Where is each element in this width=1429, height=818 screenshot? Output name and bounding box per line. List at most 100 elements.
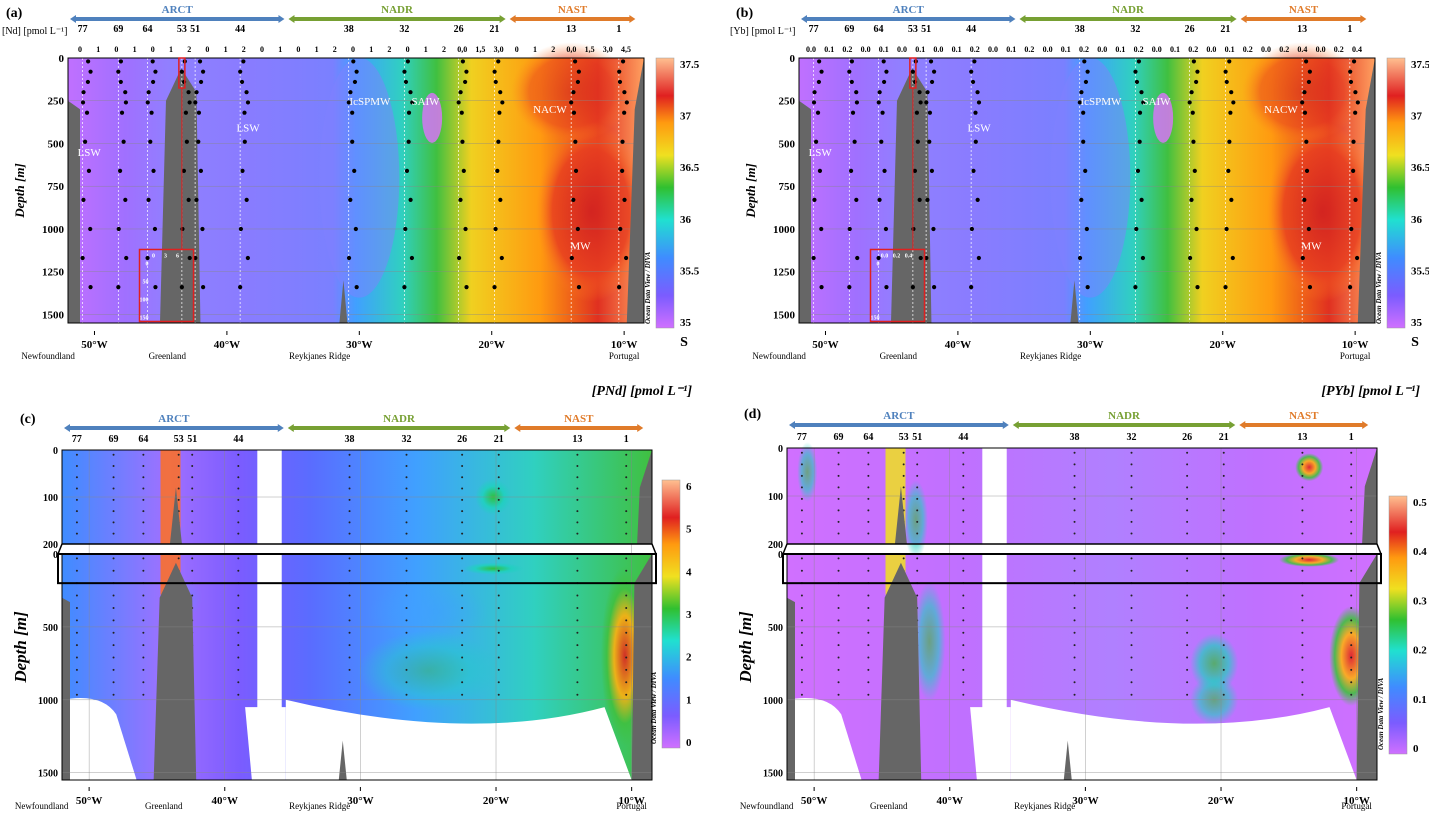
profile-point bbox=[1140, 255, 1146, 261]
profile-point bbox=[876, 255, 881, 261]
profile-point bbox=[573, 139, 578, 144]
profile-point bbox=[912, 168, 918, 173]
profile-point bbox=[198, 168, 204, 173]
station-label: 53 bbox=[908, 24, 918, 35]
profile-point bbox=[1195, 69, 1200, 74]
profile-point bbox=[1195, 284, 1200, 290]
profile-point bbox=[121, 139, 126, 144]
y-tick-label: 1000 bbox=[38, 696, 58, 707]
sample-point bbox=[1186, 631, 1189, 634]
profile-point bbox=[849, 79, 854, 85]
profile-point bbox=[1353, 90, 1358, 95]
sample-point bbox=[1222, 497, 1225, 500]
profile-point bbox=[245, 255, 250, 261]
bathymetry-portugal bbox=[1356, 554, 1377, 780]
profile-point bbox=[152, 226, 158, 232]
y-tick-label: 0 bbox=[59, 53, 65, 65]
sample-point bbox=[962, 693, 965, 696]
sample-point bbox=[800, 569, 803, 572]
province-nast-label: NAST bbox=[564, 413, 594, 425]
sample-point bbox=[962, 606, 965, 609]
station-label: 13 bbox=[572, 434, 582, 445]
profile-point bbox=[1304, 168, 1310, 173]
y-tick-label: 1500 bbox=[42, 309, 65, 321]
sample-point bbox=[348, 631, 351, 634]
profile-tick-label: 0.2 bbox=[970, 45, 980, 54]
sample-point bbox=[405, 532, 408, 535]
profile-tick-label: 0.2 bbox=[842, 45, 852, 54]
sample-point bbox=[497, 464, 500, 467]
plot-frame bbox=[67, 57, 645, 324]
sample-point bbox=[405, 453, 408, 456]
profile-tick-label: 4,5 bbox=[621, 45, 631, 54]
sample-point bbox=[625, 644, 628, 647]
station-label: 53 bbox=[177, 24, 187, 35]
profile-point bbox=[1141, 100, 1146, 105]
sample-point bbox=[177, 476, 180, 479]
sample-point bbox=[75, 668, 78, 671]
profile-point bbox=[116, 69, 121, 74]
sample-point bbox=[405, 521, 408, 524]
sample-point bbox=[837, 557, 840, 560]
sample-point bbox=[348, 681, 351, 684]
sample-point bbox=[867, 486, 870, 489]
sample-point bbox=[112, 693, 115, 696]
colorbar-tick: 35.5 bbox=[680, 265, 700, 277]
colorbar-tick: 0.1 bbox=[1413, 694, 1427, 706]
inset-tick: 0.4 bbox=[905, 253, 913, 259]
y-tick-label: 200 bbox=[768, 540, 783, 551]
sample-point bbox=[237, 681, 240, 684]
profile-point bbox=[884, 69, 889, 74]
sample-point bbox=[191, 487, 194, 490]
sample-point bbox=[142, 656, 145, 659]
profile-point bbox=[847, 69, 852, 74]
station-label: 64 bbox=[142, 24, 152, 35]
arrow-right-icon bbox=[1362, 421, 1369, 429]
sample-point bbox=[1073, 532, 1076, 535]
sample-point bbox=[1186, 681, 1189, 684]
sample-point bbox=[1186, 509, 1189, 512]
sample-point bbox=[1301, 509, 1304, 512]
colorbar-tick: 2 bbox=[686, 652, 692, 664]
sample-point bbox=[405, 510, 408, 513]
colorbar-tick: 0.4 bbox=[1413, 546, 1427, 558]
profile-point bbox=[569, 255, 574, 261]
sample-point bbox=[237, 510, 240, 513]
sample-point bbox=[576, 681, 579, 684]
sample-point bbox=[348, 569, 351, 572]
profile-tick-label: 0,0 bbox=[457, 45, 467, 54]
depth-axis-label: Depth [m] bbox=[743, 163, 758, 219]
y-tick-label: 1000 bbox=[42, 224, 65, 236]
sample-point bbox=[142, 464, 145, 467]
sample-point bbox=[405, 464, 408, 467]
sample-point bbox=[191, 569, 194, 572]
profile-point bbox=[847, 284, 852, 290]
sample-point bbox=[348, 693, 351, 696]
sample-point bbox=[1186, 532, 1189, 535]
sample-point bbox=[867, 520, 870, 523]
x-tick-label: 20°W bbox=[1210, 339, 1236, 351]
sample-point bbox=[405, 487, 408, 490]
nacw-core bbox=[1242, 42, 1363, 143]
station-label: 77 bbox=[78, 24, 88, 35]
location-label: Greenland bbox=[145, 801, 183, 811]
station-numbers: 77 69 64 53 51 44 38 32 26 21 13 1 bbox=[72, 434, 629, 445]
sample-point bbox=[1301, 569, 1304, 572]
sample-point bbox=[800, 656, 803, 659]
colorbar-tick: 0.5 bbox=[1413, 497, 1427, 509]
profile-point bbox=[970, 79, 976, 85]
colorbar-gradient bbox=[1386, 57, 1406, 329]
sample-point bbox=[112, 510, 115, 513]
arrow-left-icon bbox=[1240, 15, 1247, 23]
profile-point bbox=[352, 79, 358, 85]
profile-point bbox=[1085, 284, 1090, 290]
profile-point bbox=[573, 59, 578, 64]
sample-point bbox=[576, 656, 579, 659]
profile-point bbox=[854, 90, 859, 95]
bathymetry-reykjanes bbox=[1063, 740, 1072, 780]
profile-point bbox=[82, 139, 88, 144]
concentration-hotspot bbox=[1295, 453, 1324, 482]
profile-point bbox=[123, 100, 129, 105]
colorbar-tick: 35 bbox=[680, 317, 692, 329]
sample-point bbox=[800, 557, 803, 560]
